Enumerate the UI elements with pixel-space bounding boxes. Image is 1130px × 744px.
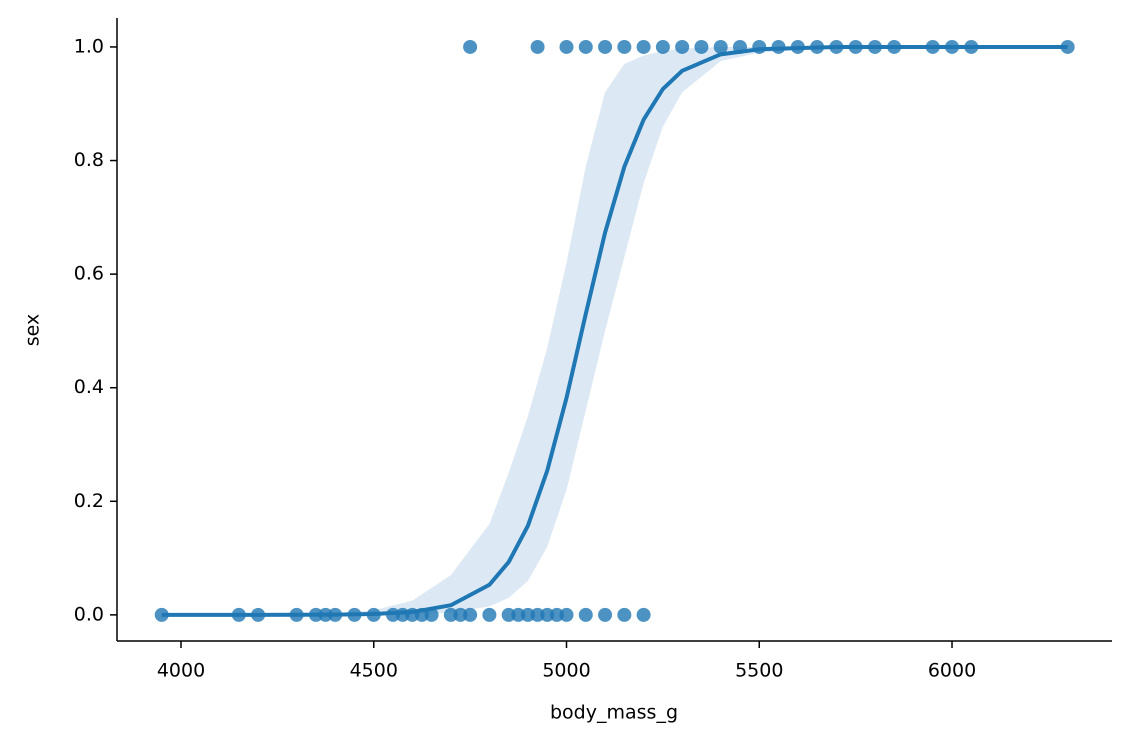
data-point [520, 607, 535, 622]
data-point [578, 607, 593, 622]
y-tick-label: 0.6 [74, 263, 104, 285]
data-point [501, 607, 516, 622]
data-point [540, 607, 555, 622]
y-axis-label: sex [22, 314, 44, 347]
x-tick-label: 5500 [735, 660, 783, 682]
data-point [617, 607, 632, 622]
data-point [482, 607, 497, 622]
data-point [511, 607, 526, 622]
data-point [655, 39, 670, 54]
data-point [713, 39, 728, 54]
x-tick-label: 5000 [542, 660, 590, 682]
y-tick-label: 0.2 [74, 490, 104, 512]
x-tick-label: 6000 [928, 660, 976, 682]
x-tick-label: 4500 [350, 660, 398, 682]
data-point [530, 39, 545, 54]
data-point [598, 39, 613, 54]
confidence-band [161, 46, 1068, 615]
y-tick-label: 1.0 [74, 35, 104, 57]
data-point [443, 607, 458, 622]
data-point [636, 39, 651, 54]
data-point [694, 39, 709, 54]
data-point [559, 39, 574, 54]
data-point [578, 39, 593, 54]
data-point [559, 607, 574, 622]
data-point [453, 607, 468, 622]
data-point [549, 607, 564, 622]
data-point [617, 39, 632, 54]
data-point [598, 607, 613, 622]
fit-line [161, 44, 1068, 617]
data-point [636, 607, 651, 622]
data-point [463, 39, 478, 54]
data-point [463, 607, 478, 622]
y-tick-label: 0.8 [74, 149, 104, 171]
x-tick-label: 4000 [157, 660, 205, 682]
y-tick-label: 0.0 [74, 603, 104, 625]
x-axis-label: body_mass_g [550, 702, 678, 724]
data-point [424, 607, 439, 622]
data-point [675, 39, 690, 54]
y-tick-label: 0.4 [74, 376, 104, 398]
data-point [530, 607, 545, 622]
